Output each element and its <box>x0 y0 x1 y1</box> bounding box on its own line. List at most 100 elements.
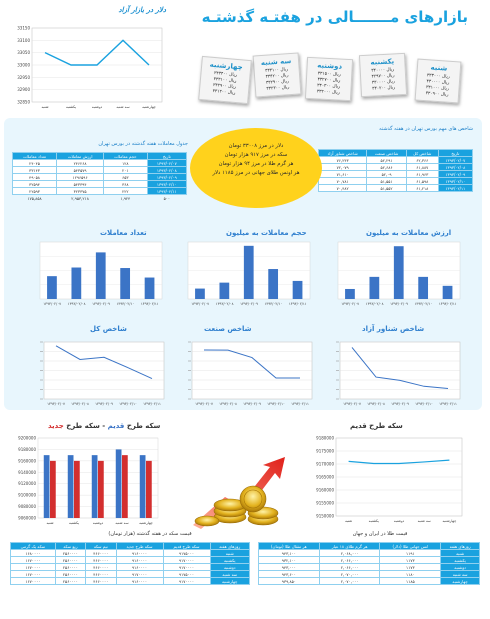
bar <box>91 455 98 518</box>
y-tick-label: 9140000 <box>18 470 36 475</box>
news-bubble: دلار در مرز ۳۳۰۰۸ تومان سکه در مرز ۹۱۷ ه… <box>190 128 322 208</box>
table-cell: ۱۱۸۵ <box>379 577 442 585</box>
x-tick-label: ۱۳۹۳/۰۲/۰۷ <box>341 302 359 306</box>
y-tick-label: 33150 <box>17 26 30 31</box>
bar <box>115 449 122 518</box>
x-tick-label: دوشنبه <box>394 519 405 523</box>
table-header-cell: انس جهانی طلا (دلار) <box>379 542 442 550</box>
x-tick-label: ۱۳۹۳/۰۲/۰۹ <box>92 302 110 306</box>
table-row: ۷۱,۶۱۰ ۵۲,۰۹ ۶۱,۹۶۳ ۱۳۹۳/۰۲/۰۹ <box>317 170 474 178</box>
y-tick-label: 9120000 <box>18 481 36 486</box>
table-cell: ۱۲۹۶۵۹۶ <box>56 173 105 181</box>
table-cell: ۹۱۷۵۰۰۰ <box>162 570 211 578</box>
table-cell: ۲۵۶۰۰۰۰ <box>54 577 87 585</box>
table-header-cell: روزهای هفته <box>209 542 250 550</box>
table-row: ۹۳۲,۱۰۰ ۲,۰۶۶,۰۰۰ ۱۱۷۳ یکشنبه <box>258 556 480 564</box>
table-cell: ۵۲,۶۸۶ <box>366 163 407 171</box>
x-tick-label: چهارشنبه <box>442 519 456 523</box>
table-header-cell: ربع سکه <box>54 542 87 550</box>
table-cell: ۹۱۶۰۰۰۰ <box>115 563 164 571</box>
y-tick-label: 9155000 <box>316 501 334 506</box>
table-cell: ۲۲۲ <box>103 187 148 195</box>
table-cell: ۹۱۶۰۰۰۰ <box>115 549 164 557</box>
table-row: ۷۲,۰۷۹ ۵۲,۶۸۶ ۶۱,۸۸۷ ۱۳۹۳/۰۲/۰۸ <box>317 163 474 171</box>
series-line <box>44 39 150 66</box>
table-header-cell: تاریخ <box>437 149 474 157</box>
table-cell: ۱۶۸۰۰۰۰ <box>10 549 56 557</box>
table-cell: ۲۵۶۰۰۰۰ <box>54 570 87 578</box>
table-row: ۱۶۷۰۰۰۰ ۲۵۶۰۰۰۰ ۴۶۶۰۰۰۰ ۹۱۶۰۰۰۰ ۹۱۷۰۰۰۰ یکشنب… <box>10 556 250 564</box>
line-chart-industry-index: ۱۳۹۳/۰۲/۰۷ ۱۳۹۳/۰۲/۰۸ ۱۳۹۳/۰۲/۰۹ ۱۳۹۳/۰۲/۱۰… <box>188 341 313 406</box>
table-cell: ۶۵۳ <box>103 173 148 181</box>
dollar-chart: دلار در بازار آزاد 33150 33100 33050 33000 3… <box>4 6 172 114</box>
table-cell: ۷۱,۶۱۰ <box>317 170 368 178</box>
x-tick-label: ۱۳۹۳/۰۲/۰۷ <box>191 302 209 306</box>
table-cell: ۷۲,۰۷۹ <box>317 163 368 171</box>
x-tick-label: چهارشنبه <box>139 521 153 525</box>
gold-table-title: قیمت طلا در ایران و جهان <box>352 531 408 537</box>
x-tick-label: ۱۳۹۳/۰۲/۰۸ <box>366 302 384 306</box>
y-tick-label: 9180000 <box>18 447 36 452</box>
old-coin-chart-title: سکه طرح قدیم <box>350 422 403 430</box>
table-header-cell: روزهای هفته <box>440 542 480 550</box>
y-tick-label: 9150000 <box>316 514 334 519</box>
page-title: بازارهای مـــــــالی در هفتـه گذشتـه <box>201 8 468 26</box>
x-tick-label: سه شنبه <box>115 521 128 525</box>
table-cell: ۱۳۹۳/۰۲/۱۱ <box>437 184 474 192</box>
dollar-chart-title: دلار در بازار آزاد <box>118 6 166 14</box>
table-cell: ۱۶۷۰۰۰۰ <box>10 556 56 564</box>
x-tick-label: ۱۳۹۳/۰۲/۰۸ <box>71 402 89 406</box>
table-cell: دوشنبه <box>440 563 480 571</box>
y-tick-label: 32850 <box>17 100 30 105</box>
table-row: ۷۶,۲۴۳ ۵۲,۲۹۱ ۶۲,۳۶۶ ۱۳۹۳/۰۲/۰۷ <box>317 156 474 164</box>
table-cell: چهارشنبه <box>209 577 250 585</box>
y-tick-label: 33000 <box>17 63 30 68</box>
x-tick-label: یکشنبه <box>69 521 79 525</box>
table-cell: ۹۳۲,۱۰۰ <box>258 556 320 564</box>
y-tick-label: 32900 <box>17 87 30 92</box>
x-tick-label: دوشنبه <box>92 105 103 109</box>
table-row: ۹۳۹,۸۵۰ ۲,۰۷۰,۰۰۰ ۱۱۸۵ چهارشنبه <box>258 577 480 585</box>
table-cell: ۲,۰۷۰,۰۰۰ <box>318 577 381 585</box>
bar <box>219 282 230 299</box>
day-note-title: شنبه <box>430 63 448 73</box>
table-cell: ۲۵۶۰۰۰۰ <box>54 556 87 564</box>
x-tick-label: ۱۳۹۳/۰۲/۰۸ <box>216 302 234 306</box>
table-cell: شنبه <box>440 549 480 557</box>
table-row: ۲۴۰۴۵ ۲۴۶۲۶۸ ۱۲۸ ۱۳۹۳/۰۲/۰۷ <box>11 159 188 167</box>
x-tick-label: ۱۳۹۳/۰۲/۱۱ <box>439 402 457 406</box>
x-tick-label: دوشنبه <box>93 521 104 525</box>
bar <box>345 288 355 299</box>
x-tick-label: شنبه <box>41 105 48 109</box>
x-tick-label: ۱۳۹۳/۰۲/۱۰ <box>116 302 134 306</box>
y-tick-label: 9170000 <box>316 462 334 467</box>
coin-price-table: سکه یک گرمی ربع سکه نیم سکه سکه طرح جدید سکه… <box>10 542 250 585</box>
table-cell: ۱۳۹۳/۰۲/۰۸ <box>437 163 474 171</box>
table-cell: ۹۱۶۰۰۰۰ <box>115 577 164 585</box>
table-header-cell: هر مثقال طلا (تومان) <box>258 542 320 550</box>
line-chart-title: شاخص کل <box>90 325 127 333</box>
coin-bar-chart-title: سکه طرح قدیم - سکه طرح جدید <box>48 422 161 430</box>
table-cell: ۶۱,۲۱۸ <box>405 184 439 192</box>
table-header-cell: حجم معاملات <box>103 152 148 160</box>
line-chart-total-index: ۱۳۹۳/۰۲/۰۷ ۱۳۹۳/۰۲/۰۸ ۱۳۹۳/۰۲/۰۹ ۱۳۹۳/۰۲/۱۰… <box>40 341 165 406</box>
day-note-yekshanbe: یکشنبه ۳۳۰۰۰۰ ریال ۳۲۹۷۰۰ ریال ۳۳۰۰۰۰ ری… <box>358 52 408 98</box>
bar <box>67 455 74 518</box>
day-note-title: سه شنبه <box>260 56 292 68</box>
x-tick-label: ۱۳۹۳/۰۲/۱۱ <box>439 302 457 306</box>
table-cell: ۴۶۶۰۰۰۰ <box>85 563 117 571</box>
bar <box>120 268 131 299</box>
y-tick-label: 9160000 <box>18 458 36 463</box>
bar <box>146 460 152 518</box>
table-cell: ۲۲۵۹۳ <box>11 187 58 195</box>
x-tick-label: ۱۳۹۳/۰۲/۱۰ <box>415 402 433 406</box>
bar <box>292 280 303 299</box>
table-total-row: ۱۷۵,۸۵۸ ۲,۹۵۳,۲۱۸ ۱,۹۲۴ ۵۰۰ <box>12 194 187 202</box>
table-header-cell: شاخص شناور آزاد <box>317 149 368 157</box>
table-cell: سه شنبه <box>209 570 250 578</box>
table-cell: دوشنبه <box>209 563 250 571</box>
bar <box>47 276 57 299</box>
table-cell: ۱۱۸۰ <box>379 570 442 578</box>
table-header-cell: سکه یک گرمی <box>10 542 56 550</box>
bar <box>144 277 155 299</box>
